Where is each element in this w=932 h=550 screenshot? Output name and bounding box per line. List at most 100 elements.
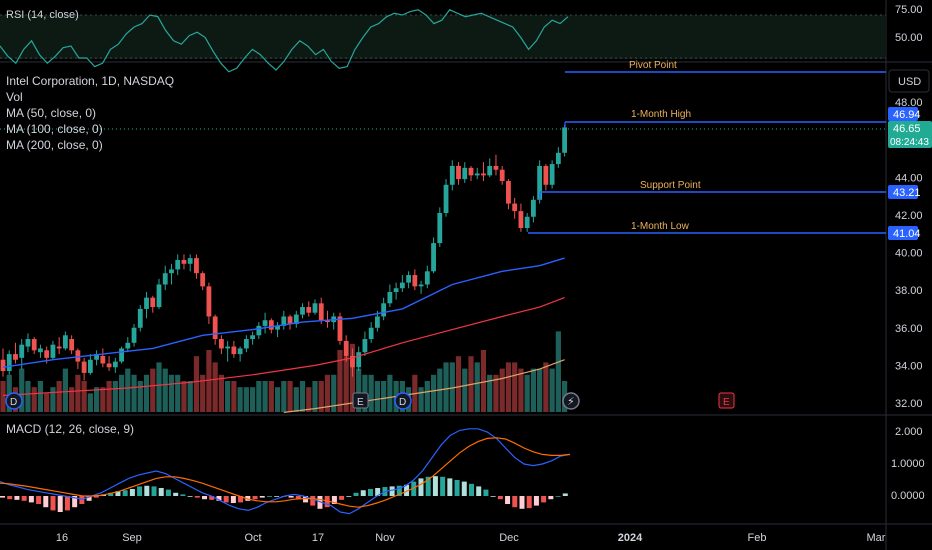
macd-hist-bar <box>21 496 27 501</box>
volume-bar <box>56 381 62 412</box>
volume-bar <box>81 381 87 412</box>
volume-bars <box>0 331 568 412</box>
candle-body <box>131 327 137 343</box>
volume-bar <box>324 374 331 412</box>
time-axis[interactable]: 16 Sep Oct 17 Nov Dec 2024 Feb Mar <box>56 532 886 544</box>
volume-bar <box>474 362 480 412</box>
volume-bar <box>287 381 293 412</box>
candle-body <box>293 314 299 324</box>
macd-hist-bar <box>505 496 511 504</box>
macd-hist-bar <box>447 478 453 496</box>
candle-body <box>431 243 436 272</box>
macd-hist-bar <box>555 496 561 497</box>
candle-body <box>487 165 493 176</box>
volume-bar <box>462 368 468 412</box>
macd-hist-bar <box>115 491 121 496</box>
macd-hist-bar <box>461 481 467 496</box>
support-annotation[interactable]: Support Point <box>640 180 701 191</box>
candle-body <box>200 273 206 287</box>
candle-body <box>381 303 387 317</box>
candle-body <box>456 165 461 180</box>
macd-hist-bar <box>165 489 171 496</box>
ma100-legend[interactable]: MA (100, close, 0) <box>6 122 103 136</box>
volume-bar <box>530 368 536 412</box>
volume-bar <box>262 381 268 412</box>
last-price-text: 46.65 <box>893 123 921 135</box>
earnings-marker[interactable]: E <box>352 392 369 409</box>
split-marker[interactable]: ⚡ <box>562 392 580 410</box>
volume-bar <box>331 374 337 412</box>
volume-bar <box>50 387 56 412</box>
vol-legend[interactable]: Vol <box>6 90 23 104</box>
macd-hist-bar <box>57 496 63 512</box>
volume-bar <box>156 362 162 412</box>
volume-bar <box>549 368 555 412</box>
candle-body <box>212 316 218 340</box>
time-tick: 16 <box>56 532 68 544</box>
earnings-marker-upcoming[interactable]: E <box>718 392 735 409</box>
candle-body <box>449 165 455 185</box>
last-price-badge <box>888 121 932 148</box>
volume-bar <box>87 393 93 412</box>
time-tick: Sep <box>122 532 142 544</box>
volume-bar <box>418 387 424 412</box>
macd-hist-bar <box>180 494 186 496</box>
candle-body <box>81 361 87 373</box>
macd-hist-bar <box>252 496 258 500</box>
volume-bar <box>62 368 68 412</box>
currency-button[interactable] <box>888 69 930 93</box>
macd-hist-bar <box>122 490 128 496</box>
price-tick: 48.00 <box>895 97 923 109</box>
candle-body <box>549 164 555 185</box>
volume-bar <box>337 350 343 412</box>
macd-hist-bar <box>548 496 554 500</box>
macd-legend[interactable]: MACD (12, 26, close, 9) <box>6 422 135 436</box>
macd-hist-bar <box>7 496 13 500</box>
candle-body <box>6 354 12 372</box>
candle-body <box>506 181 511 204</box>
macd-hist-bar <box>418 478 424 496</box>
volume-bar <box>212 362 218 412</box>
macd-hist-bar <box>50 496 56 511</box>
volume-bar <box>443 362 449 412</box>
macd-hist-bar <box>266 496 272 497</box>
volume-bar <box>237 387 243 412</box>
high-annotation[interactable]: 1-Month High <box>631 109 691 120</box>
macd-hist-bar <box>512 496 518 508</box>
candle-body <box>112 361 118 368</box>
candle-body <box>362 339 368 353</box>
dividend-marker[interactable]: D <box>5 392 23 410</box>
dividend-marker[interactable]: D <box>394 392 412 410</box>
candle-body <box>206 286 212 317</box>
rsi-band <box>0 15 886 59</box>
volume-bar <box>518 368 524 412</box>
macd-hist-bar <box>64 496 70 511</box>
candle-body <box>144 297 149 309</box>
candle-body <box>63 335 68 349</box>
dividend-marker-label: D <box>399 397 406 408</box>
macd-hist-bar <box>43 496 49 508</box>
macd-hist-bar <box>440 476 446 496</box>
macd-hist-bar <box>331 496 337 504</box>
macd-hist-bar <box>86 496 92 501</box>
macd-hist-bar <box>187 496 193 497</box>
candle-body <box>562 127 567 153</box>
volume-bar <box>162 368 168 412</box>
volume-bar <box>125 368 131 412</box>
low-annotation[interactable]: 1-Month Low <box>631 221 690 232</box>
symbol-title[interactable]: Intel Corporation, 1D, NASDAQ <box>6 74 175 88</box>
time-tick: Oct <box>244 532 261 544</box>
candle-body <box>518 211 524 229</box>
ma200-legend[interactable]: MA (200, close, 0) <box>6 138 103 152</box>
price-tick: 40.00 <box>895 248 923 260</box>
pivot-annotation[interactable]: Pivot Point <box>629 60 677 71</box>
candle-body <box>555 152 561 165</box>
macd-hist-bar <box>209 496 215 500</box>
ma100-line <box>2 297 565 397</box>
volume-bar <box>487 374 493 412</box>
ma50-legend[interactable]: MA (50, close, 0) <box>6 106 97 120</box>
volume-bar <box>218 374 224 412</box>
rsi-legend[interactable]: RSI (14, close) <box>6 9 79 21</box>
volume-bar <box>137 381 143 412</box>
